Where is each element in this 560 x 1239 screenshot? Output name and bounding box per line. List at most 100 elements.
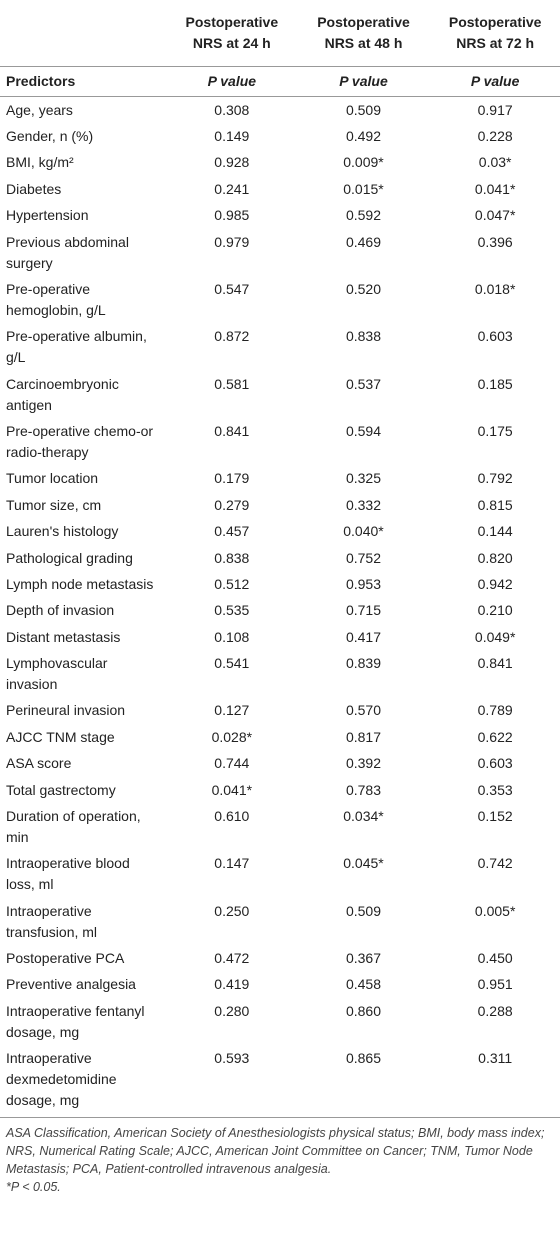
p-value: 0.872 [214, 328, 250, 345]
p-value: 0.015* [343, 180, 384, 197]
predictor: Pre-operative hemoglobin, g/L [6, 280, 106, 318]
p-value: 0.469 [345, 233, 381, 250]
predictor: Age, years [6, 101, 73, 118]
table-row: Postoperative PCA 0.472 0.367 0.450 [0, 945, 560, 971]
p-value: 0.047* [474, 207, 516, 224]
p-value: 0.820 [477, 549, 513, 566]
p-value: 0.041* [474, 180, 516, 197]
p-value: 0.049* [474, 628, 516, 645]
p-value: 0.353 [477, 781, 513, 798]
p-value: 0.752 [345, 549, 381, 566]
predictor: Pre-operative chemo-or radio-therapy [6, 423, 154, 461]
predictor: Hypertension [6, 207, 89, 224]
p-value: 0.311 [428, 1045, 560, 1119]
predictor: AJCC TNM stage [6, 728, 115, 745]
table-row: Pre-operative hemoglobin, g/L 0.547 0.520 0… [0, 276, 560, 323]
table-row: Intraoperative fentanyl dosage, mg 0.280 0… [0, 998, 560, 1045]
p-value: 0.917 [477, 101, 513, 118]
predictor: Carcinoembryonic antigen [6, 375, 119, 413]
predictor: Intraoperative blood loss, ml [6, 855, 130, 893]
predictor: Lymphovascular invasion [6, 655, 108, 693]
p-value: 0.603 [477, 755, 513, 772]
predictor: Pathological grading [6, 549, 133, 566]
p-value: 0.603 [477, 328, 513, 345]
subheader: Predictors [0, 66, 165, 97]
predictor: Postoperative PCA [6, 950, 125, 967]
p-value: 0.789 [477, 702, 513, 719]
table-row: Diabetes 0.241 0.015* 0.041* [0, 176, 560, 202]
p-value: 0.308 [214, 101, 250, 118]
p-value: 0.942 [477, 575, 513, 592]
p-value: 0.815 [477, 496, 513, 513]
p-value: 0.147 [214, 855, 250, 872]
p-value: 0.332 [345, 496, 381, 513]
predictor: Tumor location [6, 470, 99, 487]
p-value: 0.144 [477, 523, 513, 540]
table-row: BMI, kg/m² 0.928 0.009* 0.03* [0, 150, 560, 176]
table-body: Age, years 0.308 0.509 0.917 Gender, n (%) 0.… [0, 97, 560, 1119]
predictor: ASA score [6, 755, 72, 772]
p-value: 0.367 [345, 950, 381, 967]
p-value: 0.018* [474, 280, 516, 297]
p-value: 0.028* [211, 728, 253, 745]
table-row: Pre-operative albumin, g/L 0.872 0.838 0.60… [0, 324, 560, 371]
p-value: 0.250 [214, 902, 250, 919]
p-value: 0.622 [477, 728, 513, 745]
p-value: 0.547 [214, 280, 250, 297]
p-value: 0.149 [214, 128, 250, 145]
p-value: 0.593 [165, 1045, 297, 1119]
p-value: 0.817 [345, 728, 381, 745]
p-value: 0.450 [477, 950, 513, 967]
predictor: Previous abdominal surgery [6, 233, 129, 271]
p-value: 0.520 [345, 280, 381, 297]
table-row: Preventive analgesia 0.419 0.458 0.951 [0, 972, 560, 998]
table-row: Intraoperative blood loss, ml 0.147 0.045*… [0, 851, 560, 898]
footnote-significance: *P < 0.05. [6, 1180, 61, 1195]
subheader-row: Predictors P value P value P value [0, 66, 560, 97]
empty-header [0, 0, 165, 67]
table-row: Total gastrectomy 0.041* 0.783 0.353 [0, 777, 560, 803]
p-value: 0.581 [214, 375, 250, 392]
predictor: Lymph node metastasis [6, 575, 154, 592]
p-value: 0.841 [214, 423, 250, 440]
table-row: ASA score 0.744 0.392 0.603 [0, 751, 560, 777]
predictor: Distant metastasis [6, 628, 121, 645]
p-value: 0.512 [214, 575, 250, 592]
p-value: 0.241 [214, 180, 250, 197]
p-value: 0.179 [214, 470, 250, 487]
p-value: 0.280 [214, 1002, 250, 1019]
table-row: Hypertension 0.985 0.592 0.047* [0, 203, 560, 229]
footnote: ASA Classification, American Society of … [0, 1118, 560, 1196]
p-value: 0.419 [214, 976, 250, 993]
table-row: Intraoperative transfusion, ml 0.250 0.509… [0, 898, 560, 945]
p-value: 0.457 [214, 523, 250, 540]
predictor: Preventive analgesia [6, 976, 136, 993]
table-row: Gender, n (%) 0.149 0.492 0.228 [0, 123, 560, 149]
p-value: 0.396 [477, 233, 513, 250]
p-value: 0.509 [345, 902, 381, 919]
predictor: Intraoperative dexmedetomidine dosage, m… [0, 1045, 165, 1119]
p-value: 0.841 [477, 655, 513, 672]
p-value: 0.108 [214, 628, 250, 645]
p-value: 0.472 [214, 950, 250, 967]
predictor: Duration of operation, min [6, 807, 141, 845]
predictor: Intraoperative fentanyl dosage, mg [6, 1002, 145, 1040]
p-value: 0.610 [214, 807, 250, 824]
p-value: 0.594 [345, 423, 381, 440]
p-value: 0.040* [343, 523, 384, 540]
column-header: Postoperative NRS at 24 h [165, 0, 297, 67]
p-value: 0.928 [214, 154, 250, 171]
p-value: 0.838 [345, 328, 381, 345]
predictor: Tumor size, cm [6, 496, 102, 513]
header-row: Postoperative NRS at 24 h Postoperative … [0, 0, 560, 67]
predictor: Intraoperative transfusion, ml [6, 902, 98, 940]
p-value: 0.045* [343, 855, 384, 872]
p-value: 0.742 [477, 855, 513, 872]
p-value: 0.279 [214, 496, 250, 513]
table-row: Perineural invasion 0.127 0.570 0.789 [0, 698, 560, 724]
subheader: P value [428, 66, 560, 97]
p-value: 0.417 [345, 628, 381, 645]
p-value: 0.860 [345, 1002, 381, 1019]
p-value: 0.175 [477, 423, 513, 440]
